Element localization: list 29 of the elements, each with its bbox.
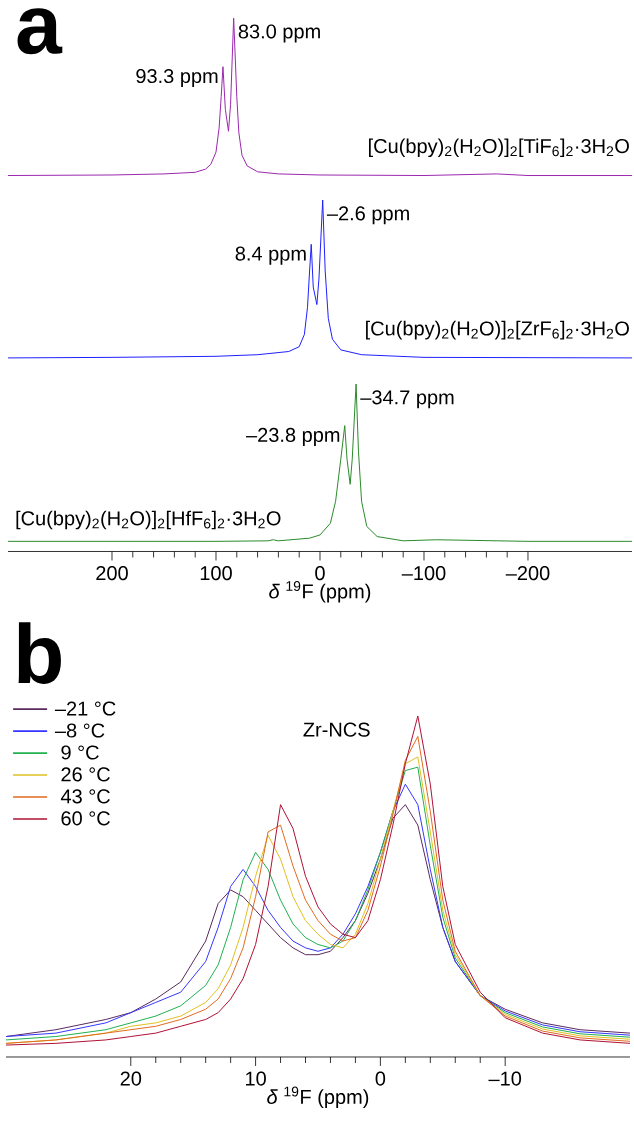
- annotation: –23.8 ppm: [246, 427, 340, 446]
- x-tick-label: 100: [200, 566, 232, 581]
- annotation: –34.7 ppm: [360, 390, 454, 409]
- annotation: 93.3 ppm: [136, 68, 218, 88]
- chart-title: a: [17, 8, 63, 55]
- chart-title: b: [18, 622, 61, 684]
- legend-label: 43 °C: [60, 789, 110, 804]
- legend-label: –8 °C: [54, 723, 105, 738]
- x-tick-label: 200: [96, 566, 128, 581]
- x-axis-title: δ $^{19}$F (ppm): [267, 1086, 369, 1108]
- annotation: Zr-NCS: [303, 722, 370, 737]
- x-tick-label: –200: [505, 566, 550, 581]
- legend-label: –21 °C: [54, 701, 116, 716]
- x-tick-label: 0: [375, 1071, 386, 1086]
- legend-label: 9 °C: [61, 745, 99, 760]
- x-tick-label: –100: [401, 566, 446, 581]
- x-tick-label: 20: [120, 1071, 142, 1086]
- text: [Cu(bpy)$_{2}$(H$_{2}$O)]$_{2}$[ZrF$_{6}$]$_{2}$·3H$_{2}$O: [366, 320, 629, 340]
- text: [Cu(bpy)$_{2}$(H$_{2}$O)]$_{2}$[TiF$_{6}$]$_{2}$·3H$_{2}$O: [369, 138, 629, 158]
- annotation: 8.4 ppm: [235, 246, 306, 265]
- annotation: –2.6 ppm: [326, 206, 409, 225]
- x-tick-label: 0: [315, 566, 325, 581]
- x-axis-title: δ $^{19}$F (ppm): [269, 581, 371, 603]
- text: [Cu(bpy)$_{2}$(H$_{2}$O)]$_{2}$[HfF$_{6}$]$_{2}$·3H$_{2}$O: [16, 510, 281, 530]
- x-tick-label: 10: [245, 1071, 266, 1086]
- legend-label: 60 °C: [61, 811, 110, 826]
- annotation: 83.0 ppm: [238, 24, 320, 43]
- x-tick-label: –10: [488, 1071, 522, 1086]
- legend-label: 26 °C: [61, 767, 110, 782]
